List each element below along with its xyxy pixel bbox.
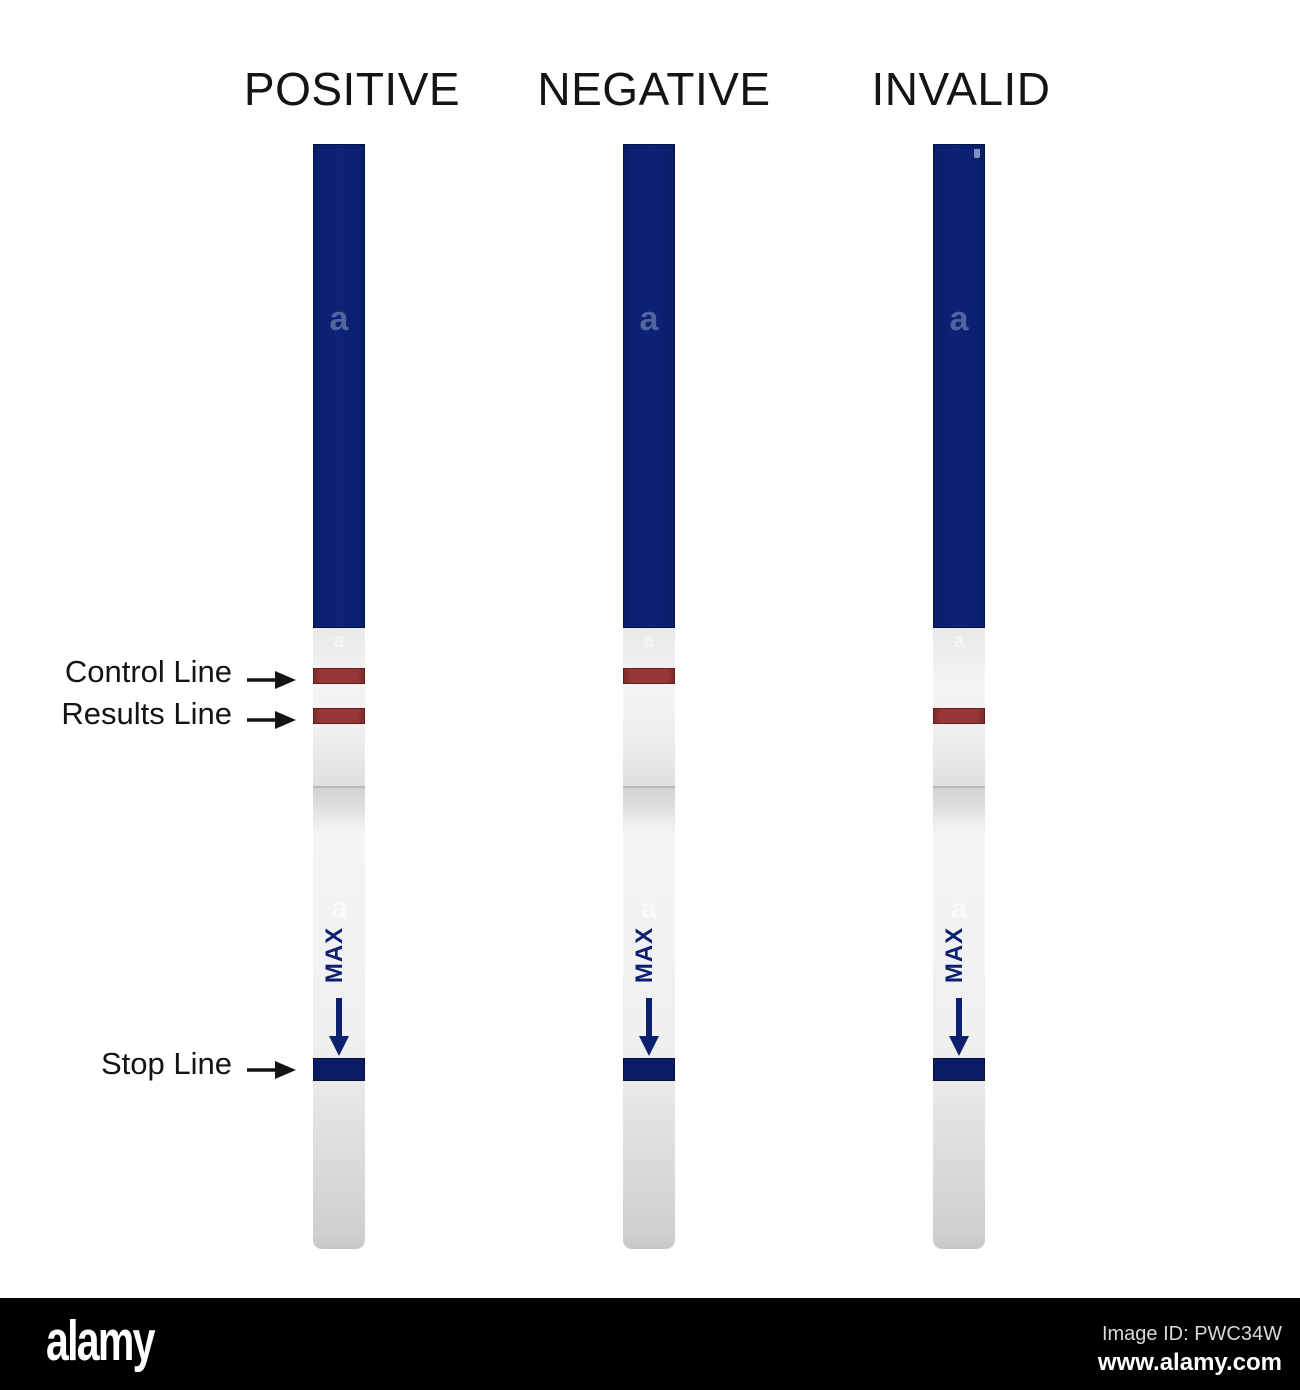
svg-text:MAX: MAX — [321, 927, 348, 983]
svg-text:MAX: MAX — [631, 927, 658, 983]
svg-text:alamy: alamy — [46, 1312, 156, 1372]
svg-text:MAX: MAX — [941, 927, 968, 983]
